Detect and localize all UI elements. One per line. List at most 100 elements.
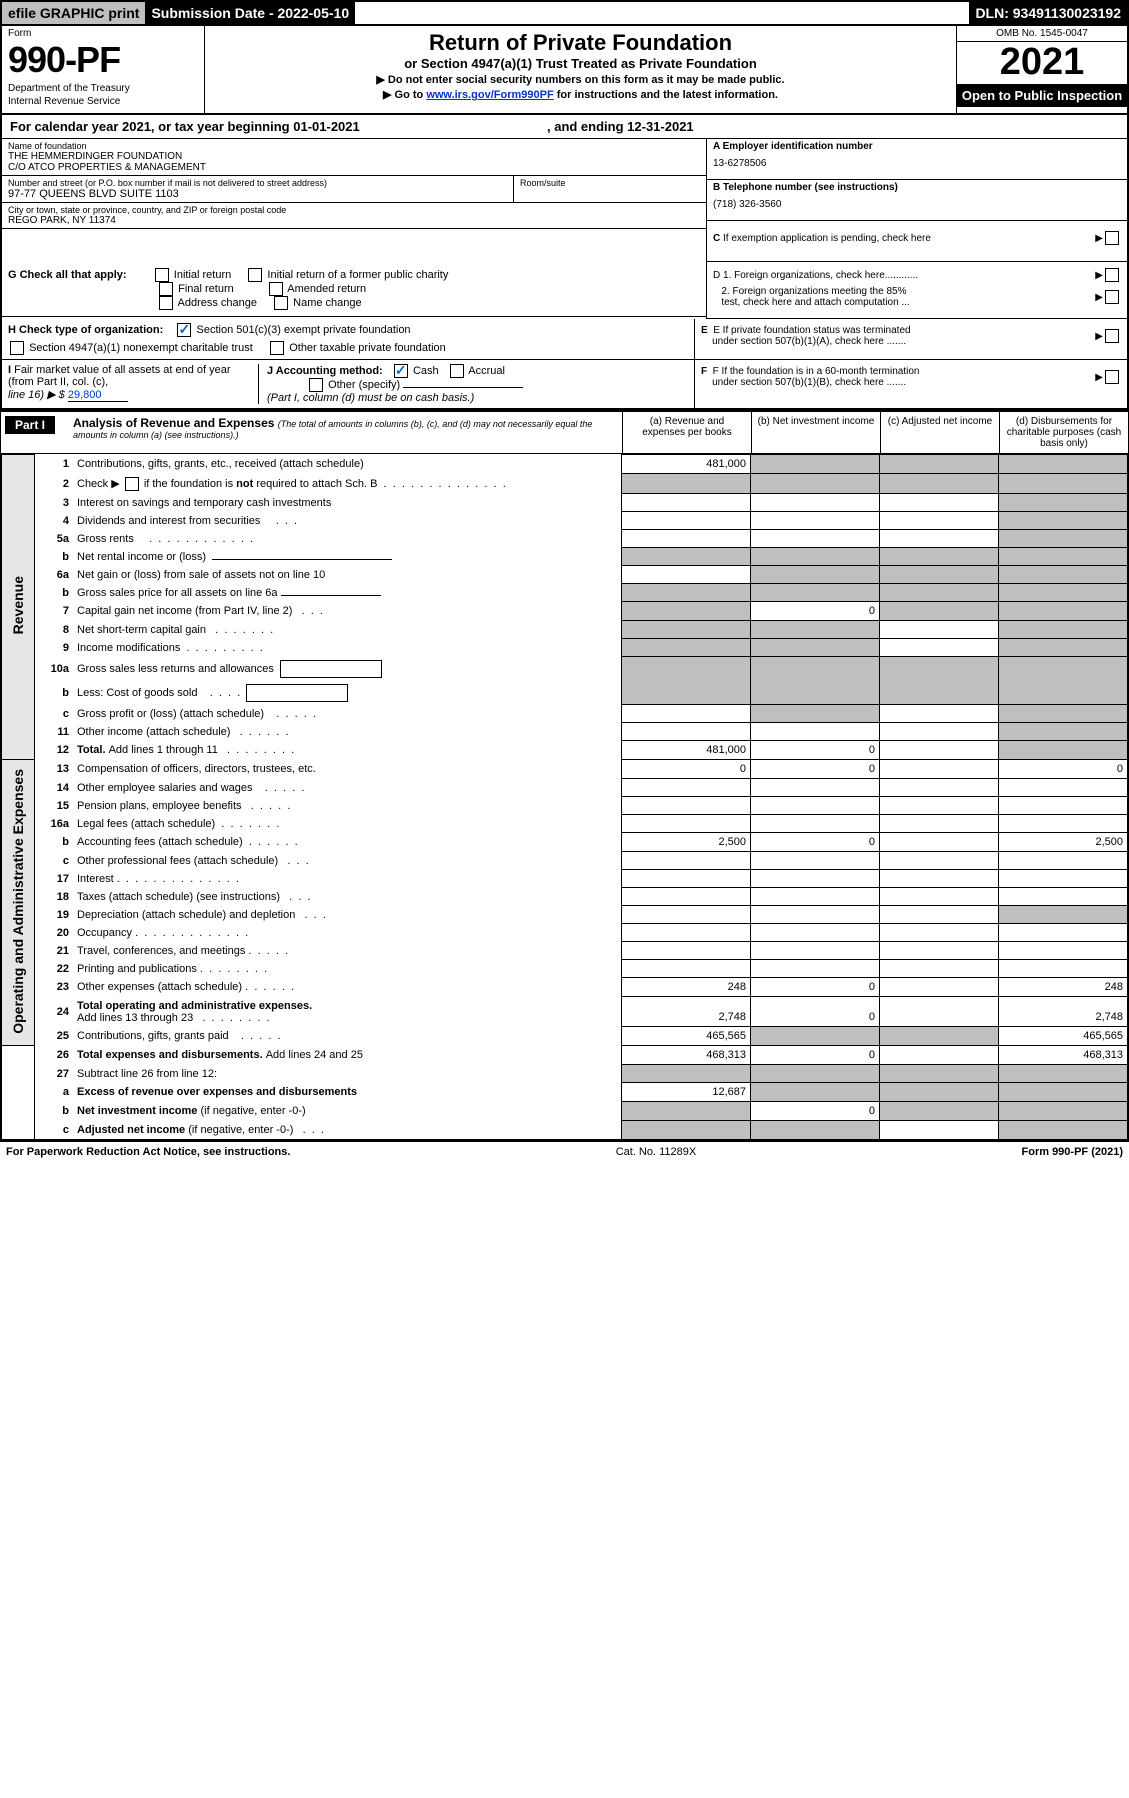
name-label: Name of foundation <box>8 141 700 151</box>
row-15-num: 15 <box>35 797 74 815</box>
instr-pre: ▶ Go to <box>383 89 426 101</box>
col-b-head: (b) Net investment income <box>751 412 880 453</box>
row-5b-desc: Net rental income or (loss) <box>73 548 622 566</box>
row-27b-desc: Net investment income (if negative, ente… <box>73 1102 622 1121</box>
d1-checkbox[interactable] <box>1105 268 1119 282</box>
c-checkbox[interactable] <box>1105 231 1119 245</box>
row-1-d <box>999 455 1129 474</box>
g-initial-former-label: Initial return of a former public charit… <box>267 269 448 281</box>
row-11-desc: Other income (attach schedule) . . . . .… <box>73 723 622 741</box>
g-address-checkbox[interactable] <box>159 296 173 310</box>
row-20-num: 20 <box>35 924 74 942</box>
d2-checkbox[interactable] <box>1105 290 1119 304</box>
row-16b-desc: Accounting fees (attach schedule) . . . … <box>73 833 622 852</box>
g-name-checkbox[interactable] <box>274 296 288 310</box>
row-23-num: 23 <box>35 978 74 997</box>
h-opt3: Other taxable private foundation <box>289 342 446 354</box>
ty-mid: , and ending <box>547 119 627 134</box>
row-16b-num: b <box>35 833 74 852</box>
row-2-num: 2 <box>35 474 74 494</box>
g-initial-former-checkbox[interactable] <box>248 268 262 282</box>
part-1-header: Part I Analysis of Revenue and Expenses … <box>0 410 1129 454</box>
row-27c-num: c <box>35 1121 74 1140</box>
irs-link[interactable]: www.irs.gov/Form990PF <box>426 89 553 101</box>
row-23-desc: Other expenses (attach schedule) . . . .… <box>73 978 622 997</box>
row-3-num: 3 <box>35 494 74 512</box>
col-a-head: (a) Revenue and expenses per books <box>622 412 751 453</box>
part-1-title: Analysis of Revenue and Expenses <box>73 416 278 430</box>
instr-ssn: ▶ Do not enter social security numbers o… <box>213 73 948 86</box>
row-22-desc: Printing and publications . . . . . . . … <box>73 960 622 978</box>
irs-label: Internal Revenue Service <box>8 96 198 107</box>
row-1-c <box>880 455 999 474</box>
g-amended-checkbox[interactable] <box>269 282 283 296</box>
row-26-num: 26 <box>35 1046 74 1065</box>
row-16c-num: c <box>35 852 74 870</box>
catalog-number: Cat. No. 11289X <box>290 1146 1021 1158</box>
row-18-desc: Taxes (attach schedule) (see instruction… <box>73 888 622 906</box>
g-final-checkbox[interactable] <box>159 282 173 296</box>
form-title: Return of Private Foundation <box>213 30 948 56</box>
j-other-checkbox[interactable] <box>309 378 323 392</box>
h-opt2: Section 4947(a)(1) nonexempt charitable … <box>29 342 253 354</box>
row-27-desc: Subtract line 26 from line 12: <box>73 1065 622 1083</box>
g-section: G Check all that apply: Initial return I… <box>2 262 706 317</box>
form-header: Form 990-PF Department of the Treasury I… <box>0 26 1129 115</box>
room-label: Room/suite <box>520 178 700 188</box>
h-4947-checkbox[interactable] <box>10 341 24 355</box>
row-7-num: 7 <box>35 602 74 621</box>
j-cash-checkbox[interactable] <box>394 364 408 378</box>
h-row: H Check type of organization: Section 50… <box>8 323 688 337</box>
d2-label: 2. Foreign organizations meeting the 85%… <box>713 286 1095 308</box>
dept-treasury: Department of the Treasury <box>8 83 198 94</box>
h-501c3-checkbox[interactable] <box>177 323 191 337</box>
row-19-num: 19 <box>35 906 74 924</box>
row-5b-num: b <box>35 548 74 566</box>
row-12-num: 12 <box>35 741 74 760</box>
g-name-label: Name change <box>293 297 362 309</box>
row-7-desc: Capital gain net income (from Part IV, l… <box>73 602 622 621</box>
row-8-num: 8 <box>35 621 74 639</box>
revenue-side-label: Revenue <box>1 455 35 760</box>
row-25-num: 25 <box>35 1027 74 1046</box>
d1-label: D 1. Foreign organizations, check here..… <box>713 270 1095 281</box>
paperwork-notice: For Paperwork Reduction Act Notice, see … <box>6 1146 290 1158</box>
instr-post: for instructions and the latest informat… <box>554 89 778 101</box>
f-checkbox[interactable] <box>1105 370 1119 384</box>
row-3-desc: Interest on savings and temporary cash i… <box>73 494 622 512</box>
phone-label: B Telephone number (see instructions) <box>713 182 1121 193</box>
g-address-label: Address change <box>178 297 258 309</box>
h-other-checkbox[interactable] <box>270 341 284 355</box>
g-initial-checkbox[interactable] <box>155 268 169 282</box>
row-16c-desc: Other professional fees (attach schedule… <box>73 852 622 870</box>
row-10a-num: 10a <box>35 657 74 681</box>
city-value: REGO PARK, NY 11374 <box>8 215 700 226</box>
row-27c-desc: Adjusted net income (if negative, enter … <box>73 1121 622 1140</box>
row-1-a: 481,000 <box>622 455 751 474</box>
row-13-desc: Compensation of officers, directors, tru… <box>73 760 622 779</box>
row-1-num: 1 <box>35 455 74 474</box>
row-2-checkbox[interactable] <box>125 477 139 491</box>
efile-print-button[interactable]: efile GRAPHIC print <box>2 2 145 24</box>
row-5a-desc: Gross rents . . . . . . . . . . . . <box>73 530 622 548</box>
j-accrual-checkbox[interactable] <box>450 364 464 378</box>
ty-end: 12-31-2021 <box>627 119 694 134</box>
foundation-name-1: THE HEMMERDINGER FOUNDATION <box>8 151 700 162</box>
col-c-head: (c) Adjusted net income <box>880 412 999 453</box>
city-label: City or town, state or province, country… <box>8 205 700 215</box>
row-9-desc: Income modifications . . . . . . . . . <box>73 639 622 657</box>
row-18-num: 18 <box>35 888 74 906</box>
row-20-desc: Occupancy . . . . . . . . . . . . . <box>73 924 622 942</box>
ein-label: A Employer identification number <box>713 141 1121 152</box>
open-inspection: Open to Public Inspection <box>957 84 1127 107</box>
row-16a-desc: Legal fees (attach schedule) . . . . . .… <box>73 815 622 833</box>
e-checkbox[interactable] <box>1105 329 1119 343</box>
ty-begin: 01-01-2021 <box>293 119 360 134</box>
row-4-num: 4 <box>35 512 74 530</box>
top-bar: efile GRAPHIC print Submission Date - 20… <box>0 0 1129 26</box>
row-2-b <box>751 474 880 494</box>
tax-year: 2021 <box>957 42 1127 84</box>
part-1-label: Part I <box>5 416 55 434</box>
g-final-label: Final return <box>178 283 234 295</box>
form-footer-right: Form 990-PF (2021) <box>1022 1146 1124 1158</box>
